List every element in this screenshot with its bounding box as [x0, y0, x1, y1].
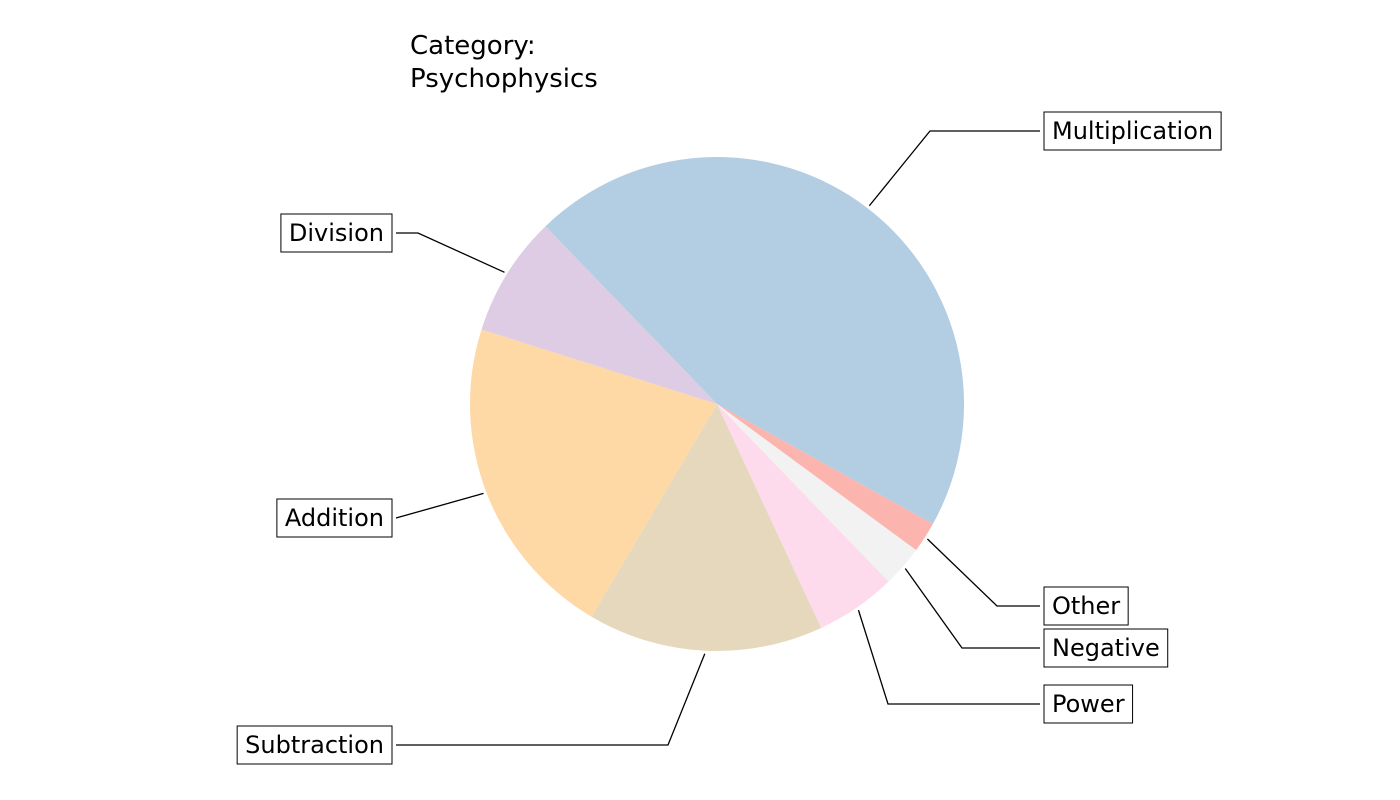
slice-label-other: Other	[1043, 586, 1129, 626]
pie-slice-negative	[717, 404, 917, 582]
pie-slices	[470, 157, 964, 651]
label-box-other	[1043, 586, 1129, 626]
pie-slice-power	[717, 404, 889, 629]
pie-slice-other	[717, 404, 933, 551]
slice-label-negative: Negative	[1043, 628, 1169, 668]
slice-label-multiplication: Multiplication	[1043, 111, 1222, 151]
slice-label-division: Division	[280, 213, 393, 253]
chart-title-line-1: Category:	[410, 31, 536, 61]
chart-title-line-2: Psychophysics	[410, 64, 598, 94]
slice-label-addition: Addition	[276, 498, 393, 538]
leader-line-other	[926, 538, 1040, 607]
label-text-multiplication: Multiplication	[1052, 117, 1213, 145]
label-text-addition: Addition	[285, 504, 384, 532]
slice-labels: Multiplication Other Negative Power Subtract…	[236, 111, 1222, 765]
pie-slice-multiplication	[545, 157, 964, 525]
leader-line-negative	[904, 568, 1040, 649]
slice-label-subtraction: Subtraction	[236, 725, 393, 765]
slice-label-power: Power	[1043, 684, 1134, 724]
label-box-addition	[276, 498, 393, 538]
pie-slice-division	[481, 226, 717, 404]
label-text-division: Division	[289, 219, 384, 247]
pie-slice-subtraction	[591, 404, 822, 651]
label-box-power	[1043, 684, 1134, 724]
leader-line-power	[857, 609, 1040, 705]
leader-line-addition	[395, 492, 484, 519]
leader-line-multiplication	[868, 130, 1040, 207]
label-box-multiplication	[1043, 111, 1222, 151]
label-box-negative	[1043, 628, 1169, 668]
label-text-other: Other	[1052, 592, 1120, 620]
label-box-subtraction	[236, 725, 393, 765]
label-box-division	[280, 213, 393, 253]
label-text-subtraction: Subtraction	[245, 731, 384, 759]
label-text-power: Power	[1052, 690, 1125, 718]
label-text-negative: Negative	[1052, 634, 1160, 662]
label-leader-lines	[395, 130, 1040, 746]
pie-slice-addition	[470, 329, 717, 617]
leader-line-subtraction	[396, 653, 706, 746]
leader-line-division	[396, 232, 505, 273]
